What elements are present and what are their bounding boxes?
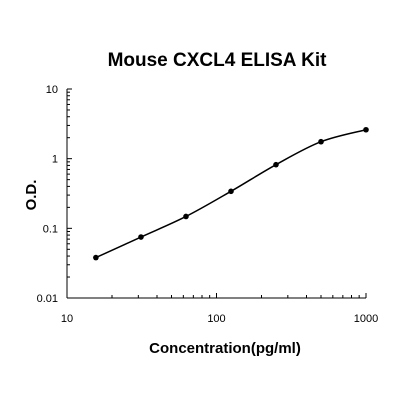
x-axis-label: Concentration(pg/ml) [149, 340, 301, 357]
data-point [93, 254, 99, 261]
data-point [273, 161, 279, 168]
y-tick-label: 1 [52, 154, 58, 166]
chart-title: Mouse CXCL4 ELISA Kit [108, 50, 328, 71]
axes: 0.01 0.1 1 10 10 100 1000 [37, 84, 379, 325]
data-point [228, 188, 234, 195]
data-series [93, 126, 369, 261]
data-point [183, 213, 189, 220]
data-point [363, 126, 369, 133]
y-tick-label: 0.1 [43, 223, 58, 235]
x-tick-label: 10 [61, 313, 73, 325]
y-axis-label: O.D. [23, 180, 40, 211]
y-tick-label: 0.01 [37, 293, 58, 305]
y-tick-label: 10 [46, 84, 58, 96]
x-tick-label: 1000 [354, 313, 378, 325]
x-tick-label: 100 [207, 313, 225, 325]
data-point [138, 234, 144, 240]
data-point [318, 138, 324, 145]
